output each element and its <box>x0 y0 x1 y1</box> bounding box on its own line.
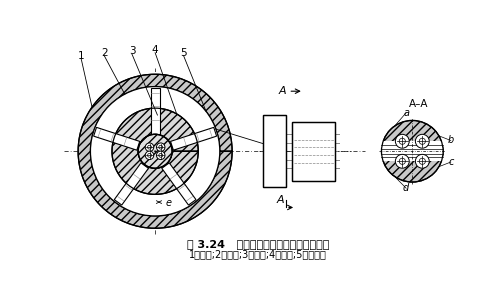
Polygon shape <box>138 134 172 168</box>
Circle shape <box>415 154 429 168</box>
Text: 3: 3 <box>129 46 136 56</box>
Circle shape <box>90 87 220 216</box>
Text: 图 3.24   轴配油式径向柱塞泵工作原理图: 图 3.24 轴配油式径向柱塞泵工作原理图 <box>187 239 330 249</box>
Text: c: c <box>448 157 454 167</box>
Text: d: d <box>403 183 409 193</box>
Polygon shape <box>151 88 160 134</box>
Text: A: A <box>278 86 286 96</box>
Text: b: b <box>448 136 454 145</box>
Circle shape <box>138 134 172 168</box>
Text: 2: 2 <box>101 48 108 58</box>
Polygon shape <box>162 163 196 205</box>
Text: 1－柱塞;2－转子;3－衬套;4－定子;5－配油轴: 1－柱塞;2－转子;3－衬套;4－定子;5－配油轴 <box>190 249 327 260</box>
Text: 5: 5 <box>180 48 187 58</box>
Circle shape <box>395 154 409 168</box>
Polygon shape <box>382 141 443 161</box>
Polygon shape <box>94 127 140 150</box>
Text: A: A <box>277 195 284 205</box>
Text: a: a <box>403 108 409 118</box>
Polygon shape <box>78 74 232 228</box>
Circle shape <box>395 134 409 148</box>
Text: 4: 4 <box>152 45 158 55</box>
Text: 1: 1 <box>78 51 85 61</box>
Circle shape <box>156 151 165 159</box>
Circle shape <box>154 150 156 152</box>
Text: e: e <box>165 198 171 208</box>
Text: A–A: A–A <box>409 99 428 108</box>
Circle shape <box>415 134 429 148</box>
Circle shape <box>382 120 443 182</box>
Circle shape <box>145 143 154 151</box>
Polygon shape <box>170 127 217 150</box>
Polygon shape <box>263 115 286 187</box>
Circle shape <box>145 151 154 159</box>
Polygon shape <box>114 163 149 205</box>
Circle shape <box>156 143 165 151</box>
Polygon shape <box>292 122 335 181</box>
Polygon shape <box>112 108 198 194</box>
